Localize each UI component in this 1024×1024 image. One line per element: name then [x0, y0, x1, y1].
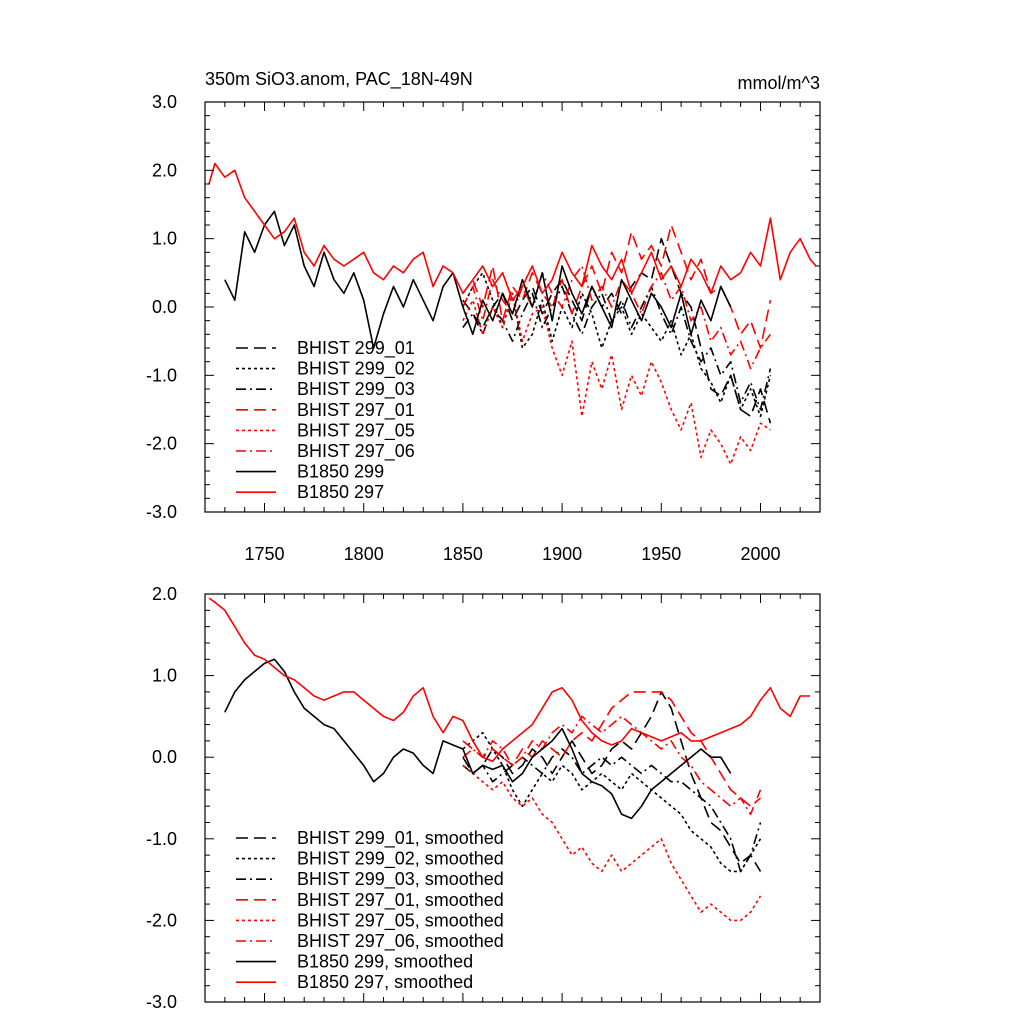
legend-label: BHIST 299_02, smoothed: [297, 849, 504, 870]
y-tick-label: -3.0: [146, 502, 177, 522]
y-tick-label: 1.0: [152, 666, 177, 686]
y-tick-label: 3.0: [152, 92, 177, 112]
series-line-bhist-299-01: [462, 237, 772, 424]
legend-label: BHIST 299_02: [297, 359, 415, 380]
series-line-b1850-297: [208, 162, 817, 302]
y-tick-label: 0.0: [152, 297, 177, 317]
series-line-bhist-299-02: [462, 271, 772, 418]
legend-label: BHIST 299_01, smoothed: [297, 828, 504, 849]
series-line-bhist-297-06: [462, 265, 772, 370]
legend-label: B1850 299: [297, 462, 384, 482]
y-tick-label: -1.0: [146, 829, 177, 849]
series-line-b1850-299-smoothed: [224, 658, 732, 820]
legend-label: BHIST 297_06: [297, 441, 415, 462]
legend-label: BHIST 297_01, smoothed: [297, 890, 504, 911]
legend-label: BHIST 299_03, smoothed: [297, 869, 504, 890]
chart-title: 350m SiO3.anom, PAC_18N-49N: [205, 69, 473, 90]
series-line-bhist-299-03-smoothed: [462, 748, 762, 873]
bottom-panel: 2.0 1.0 0.0 -1.0 -2.0 -3.0 BHIST 299_01, smoot…: [146, 584, 821, 1012]
series-line-bhist-299-01-smoothed: [462, 691, 762, 872]
units-label: mmol/m^3: [738, 73, 820, 93]
x-tick-label: 1800: [344, 544, 384, 564]
series-line-bhist-299-03: [462, 285, 772, 411]
y-tick-label: -2.0: [146, 910, 177, 930]
legend-label: BHIST 297_05, smoothed: [297, 910, 504, 931]
y-tick-label: -3.0: [146, 992, 177, 1012]
legend-label: B1850 297, smoothed: [297, 972, 473, 992]
y-tick-label: 2.0: [152, 584, 177, 604]
x-tick-label: 1750: [244, 544, 284, 564]
series-line-b1850-297-smoothed: [208, 597, 811, 763]
legend-label: B1850 297: [297, 482, 384, 502]
x-tick-label: 1900: [542, 544, 582, 564]
legend-label: B1850 299, smoothed: [297, 952, 473, 972]
x-tick-label: 2000: [740, 544, 780, 564]
y-tick-label: 0.0: [152, 747, 177, 767]
series-line-bhist-297-05: [462, 292, 771, 466]
y-tick-label: -2.0: [146, 434, 177, 454]
x-tick-label: 1850: [443, 544, 483, 564]
series-line-bhist-299-02-smoothed: [462, 731, 762, 873]
legend-label: BHIST 299_03: [297, 379, 415, 400]
top-panel: 3.0 2.0 1.0 0.0 -1.0 -2.0 -3.0 1750 1800 1850 1900…: [146, 69, 821, 564]
y-tick-label: 1.0: [152, 229, 177, 249]
series-line-bhist-297-05-smoothed: [462, 764, 762, 922]
legend-label: BHIST 297_05: [297, 420, 415, 441]
x-tick-label: 1950: [641, 544, 681, 564]
plot-frame: [204, 593, 821, 1003]
y-tick-label: -1.0: [146, 365, 177, 385]
legend-label: BHIST 297_06, smoothed: [297, 931, 504, 952]
series-line-bhist-297-01: [462, 224, 772, 349]
y-tick-label: 2.0: [152, 160, 177, 180]
legend-label: BHIST 299_01: [297, 338, 415, 359]
series-line-bhist-297-06-smoothed: [462, 715, 762, 816]
series-line-b1850-299: [224, 210, 732, 349]
legend-label: BHIST 297_01: [297, 400, 415, 421]
